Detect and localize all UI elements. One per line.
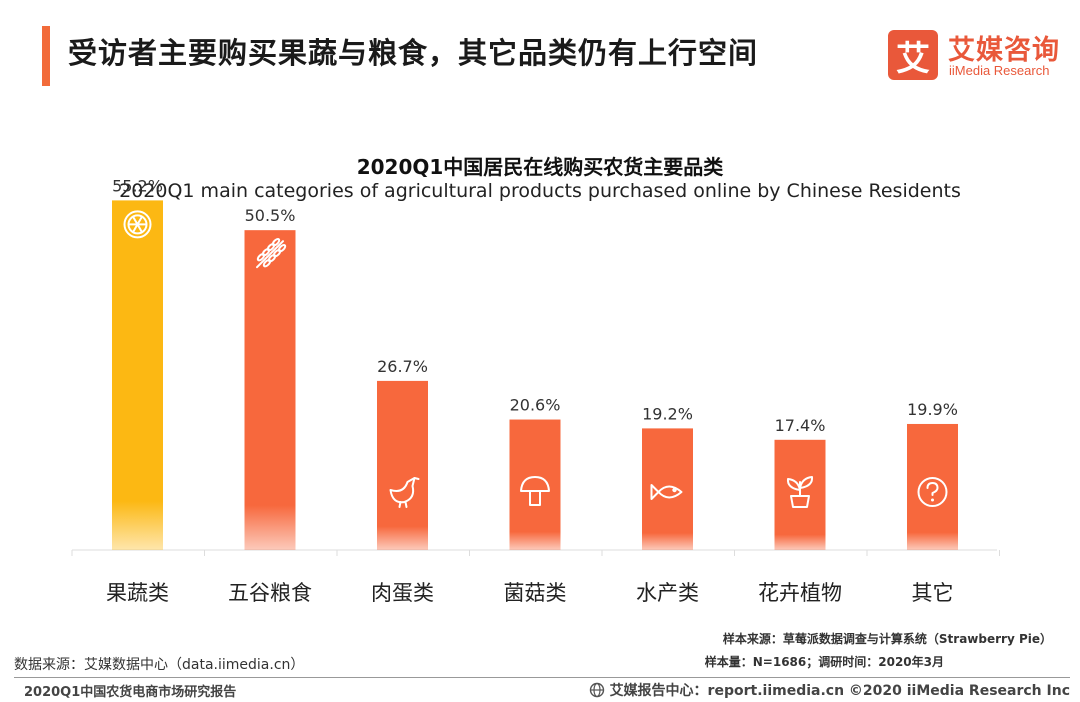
category-label-6: 花卉植物 xyxy=(758,581,842,605)
data-label-5: 19.2% xyxy=(642,404,693,423)
data-label-1: 55.2% xyxy=(112,176,163,195)
lemon-icon xyxy=(123,210,152,239)
page-title: 受访者主要购买果蔬与粮食，其它品类仍有上行空间 xyxy=(68,36,759,70)
logo-name-en: iiMedia Research xyxy=(949,63,1050,78)
bar-1 xyxy=(112,200,163,550)
chicken-icon xyxy=(389,477,420,508)
chart-subtitle: 2020Q1 main categories of agricultural p… xyxy=(119,180,961,202)
bar-3 xyxy=(377,380,428,550)
mushroom-icon xyxy=(520,476,550,506)
category-label-1: 果蔬类 xyxy=(106,581,169,605)
bar-2 xyxy=(244,230,296,550)
category-label-4: 菌菇类 xyxy=(504,581,567,605)
plant-icon xyxy=(786,476,814,508)
report-center: 艾媒报告中心：report.iimedia.cn ©2020 iiMedia R… xyxy=(589,680,1070,700)
wheat-icon xyxy=(256,238,287,269)
footer-divider xyxy=(14,677,1070,678)
sample-source: 样本来源：草莓派数据调查与计算系统（Strawberry Pie） xyxy=(722,632,1052,646)
data-label-4: 20.6% xyxy=(510,396,561,415)
category-label-3: 肉蛋类 xyxy=(371,581,434,605)
bar-5 xyxy=(642,428,693,550)
data-label-6: 17.4% xyxy=(775,416,826,435)
category-label-7: 其它 xyxy=(912,581,954,605)
logo-name-cn: 艾媒咨询 xyxy=(948,35,1060,66)
data-source: 数据来源：艾媒数据中心（data.iimedia.cn） xyxy=(14,657,305,673)
report-name: 2020Q1中国农货电商市场研究报告 xyxy=(24,685,237,700)
bar-4 xyxy=(509,419,561,550)
data-label-3: 26.7% xyxy=(377,357,428,376)
bar-7 xyxy=(907,423,958,550)
question-icon xyxy=(917,477,948,507)
sample-size: 样本量：N=1686；调研时间：2020年3月 xyxy=(704,655,944,669)
title-accent-bar xyxy=(42,26,50,86)
iimedia-logo: 艾 艾媒咨询 iiMedia Research xyxy=(888,26,1068,86)
data-label-2: 50.5% xyxy=(245,206,296,225)
data-label-7: 19.9% xyxy=(907,400,958,419)
logo-mark: 艾 xyxy=(888,30,938,80)
report-center-text: 艾媒报告中心：report.iimedia.cn ©2020 iiMedia R… xyxy=(609,683,1070,699)
chart-title: 2020Q1中国居民在线购买农货主要品类 xyxy=(356,155,724,179)
globe-icon xyxy=(589,682,604,698)
category-label-5: 水产类 xyxy=(636,581,699,605)
category-label-2: 五谷粮食 xyxy=(228,581,312,605)
fish-icon xyxy=(650,484,683,500)
